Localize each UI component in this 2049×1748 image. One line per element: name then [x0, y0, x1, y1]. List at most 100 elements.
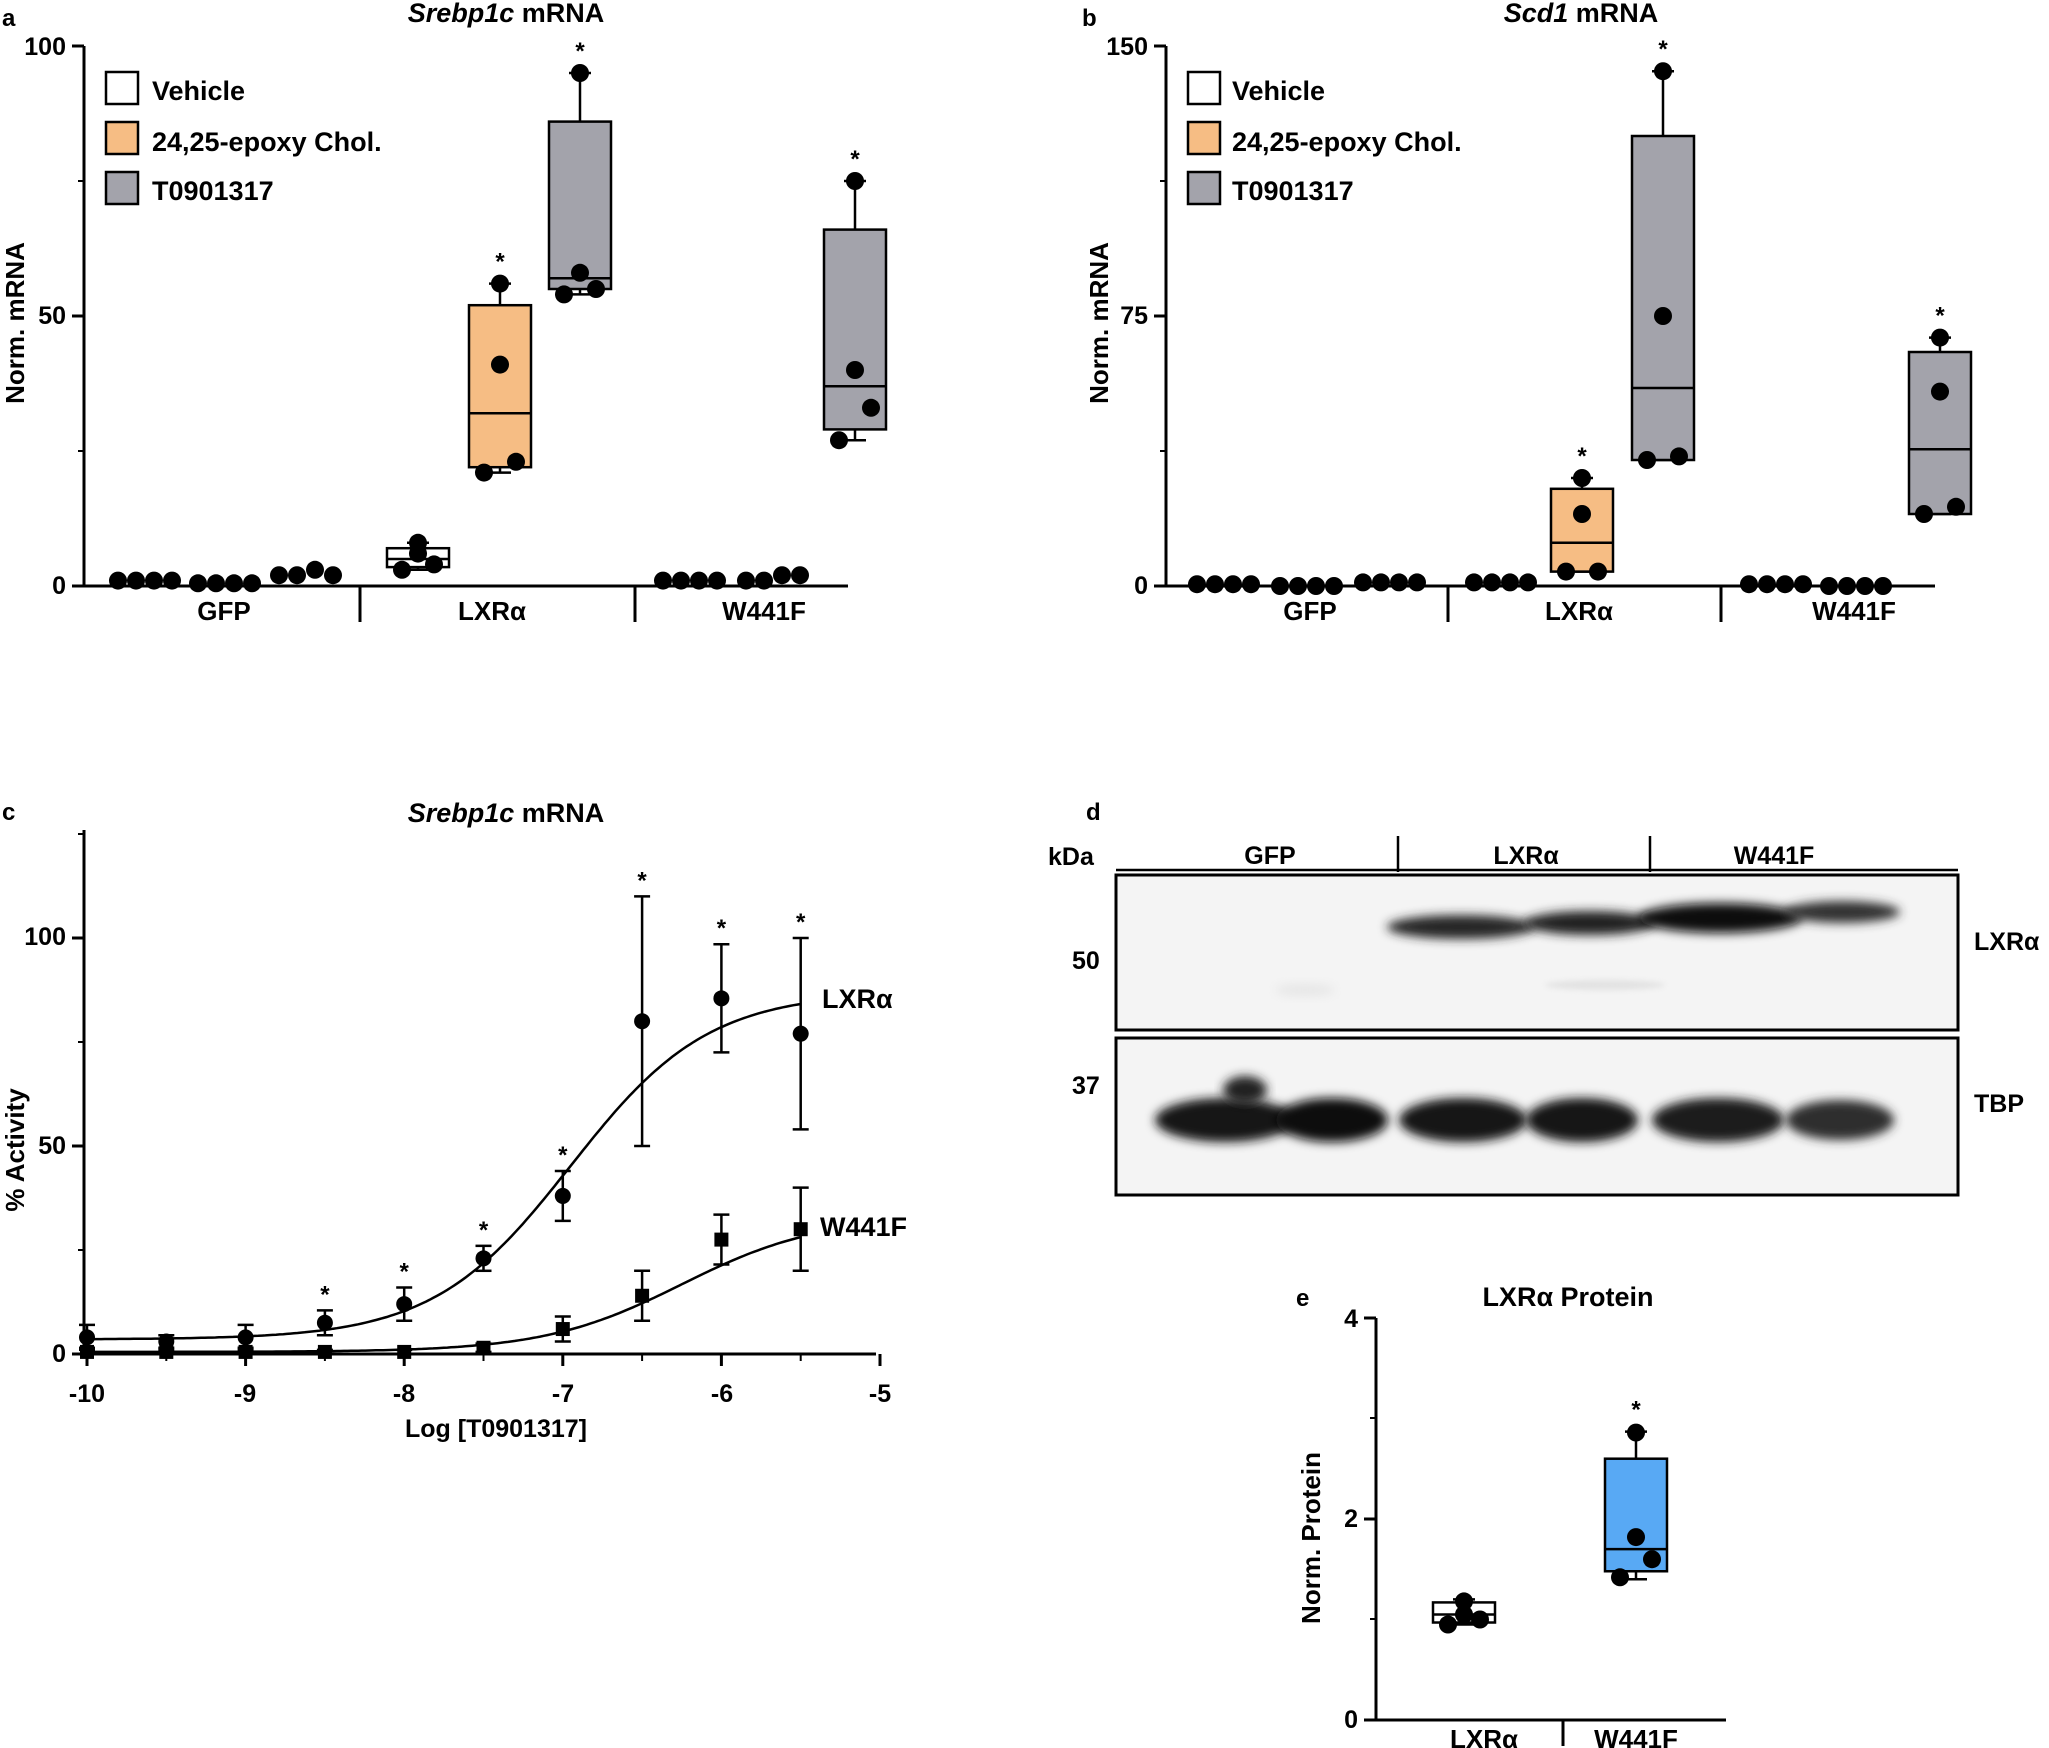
- data-point: [243, 574, 261, 593]
- panel-d-letter: d: [1086, 799, 1101, 826]
- data-point: [862, 398, 880, 417]
- panel-e-title: LXRα Protein: [1482, 1282, 1653, 1312]
- data-point: [690, 571, 708, 590]
- data-point: [1224, 575, 1242, 594]
- data-point: [1638, 451, 1656, 469]
- significance-star: *: [637, 867, 647, 894]
- box: [1549, 487, 1615, 573]
- panel-d-band-tbp-lane5: [1652, 1098, 1784, 1142]
- panel-d-kda-label: kDa: [1048, 843, 1095, 871]
- panel-a-title: Srebp1c mRNA: [408, 0, 605, 28]
- panel-d-blot-tbp: [1114, 1036, 1960, 1197]
- panel-b: b Scd1 mRNA Norm. mRNA 0 75 150 GFP LXRα…: [1082, 0, 1973, 626]
- box: [467, 303, 533, 469]
- significance-star: *: [479, 1217, 489, 1244]
- data-point: [207, 574, 225, 593]
- box: [1907, 350, 1973, 516]
- panel-d-band-tbp-lane6: [1786, 1100, 1894, 1140]
- panel-d-blot-lxr: [1114, 873, 1960, 1032]
- significance-star: *: [1658, 36, 1668, 63]
- fit-curve: [87, 1002, 801, 1341]
- data-point-square: [238, 1344, 253, 1359]
- significance-star: *: [320, 1281, 330, 1308]
- panel-a-group-label: LXRα: [458, 596, 526, 626]
- panel-b-ytick-label: 150: [1106, 33, 1148, 61]
- panel-c-tick-marks: [72, 833, 882, 1366]
- data-point: [1820, 577, 1838, 595]
- data-point: [324, 566, 342, 585]
- panel-c-ylabel: % Activity: [0, 1088, 30, 1212]
- panel-e-ylabel: Norm. Protein: [1296, 1452, 1326, 1624]
- data-point-square: [793, 1222, 808, 1237]
- panel-d: d kDa GFP LXRα W441F 50 37 LXRα TBP: [1048, 799, 2040, 1197]
- data-point: [1740, 575, 1758, 594]
- panel-e-ytick-label: 2: [1344, 1505, 1358, 1533]
- panel-a-ytick-label: 0: [52, 572, 66, 600]
- data-point: [475, 463, 493, 482]
- data-point-square: [397, 1344, 412, 1359]
- data-point: [1408, 573, 1426, 592]
- panel-c-title-gene: Srebp1c: [408, 798, 515, 828]
- data-point: [1519, 573, 1537, 592]
- panel-d-marker-37: 37: [1072, 1072, 1100, 1100]
- panel-d-band-w441f-lane5: [1638, 903, 1802, 933]
- panel-d-band-lxr-lane4: [1524, 911, 1656, 935]
- data-point: [1776, 575, 1794, 594]
- panel-a-ytick-label: 100: [24, 33, 66, 61]
- data-point: [587, 280, 605, 298]
- data-point: [571, 64, 589, 82]
- legend-label-t0901317: T0901317: [1232, 176, 1354, 206]
- significance-star: *: [575, 38, 585, 65]
- data-point: [1611, 1568, 1629, 1587]
- legend-swatch-epoxy: [1186, 120, 1222, 156]
- box: [547, 120, 613, 291]
- legend-label-t0901317: T0901317: [152, 176, 274, 206]
- data-point: [270, 566, 288, 585]
- significance-star: *: [400, 1258, 410, 1285]
- data-point: [491, 355, 509, 374]
- significance-star: *: [1631, 1397, 1641, 1424]
- data-point: [555, 285, 573, 304]
- data-point: [491, 274, 509, 293]
- panel-c-xtick-label: -9: [234, 1380, 256, 1408]
- data-point: [755, 571, 773, 590]
- legend-label-epoxy: 24,25-epoxy Chol.: [152, 127, 382, 157]
- legend-label-vehicle: Vehicle: [152, 76, 245, 106]
- data-point-circle: [316, 1314, 333, 1331]
- data-point: [1931, 328, 1949, 347]
- data-point: [1643, 1550, 1661, 1569]
- data-point: [163, 571, 181, 590]
- data-point: [654, 571, 672, 590]
- data-point-square: [714, 1232, 729, 1247]
- data-point-circle: [792, 1025, 809, 1042]
- data-point: [1670, 447, 1688, 466]
- data-point: [1242, 575, 1260, 594]
- data-point: [145, 571, 163, 590]
- data-point: [1465, 573, 1483, 592]
- panel-c-xtick-label: -5: [869, 1380, 891, 1408]
- panel-c-ytick-label: 50: [38, 1132, 66, 1160]
- significance-star: *: [850, 146, 860, 173]
- data-point: [1271, 577, 1289, 595]
- data-point: [846, 361, 864, 379]
- panel-c-xtick-label: -7: [552, 1380, 574, 1408]
- panel-d-blot-faint-mark: [1275, 984, 1335, 996]
- data-point: [225, 574, 243, 593]
- panel-c-title: Srebp1c mRNA: [408, 798, 605, 828]
- data-point: [1589, 562, 1607, 581]
- panel-e-ytick-label: 0: [1344, 1706, 1358, 1734]
- data-point: [672, 571, 690, 590]
- data-point: [1931, 382, 1949, 401]
- panel-c-xtick-label: -6: [711, 1380, 733, 1408]
- data-point: [1483, 573, 1501, 592]
- panel-b-ylabel: Norm. mRNA: [1084, 242, 1114, 404]
- legend-label-vehicle: Vehicle: [1232, 76, 1325, 106]
- data-point-square: [555, 1322, 570, 1337]
- data-point: [708, 571, 726, 590]
- panel-c-xtick-label: -10: [69, 1380, 105, 1408]
- data-point: [1856, 577, 1874, 595]
- panel-c-title-suffix: mRNA: [514, 798, 604, 828]
- panel-a-legend: Vehicle 24,25-epoxy Chol. T0901317: [104, 70, 382, 206]
- data-point: [109, 571, 127, 590]
- data-point: [1947, 497, 1965, 516]
